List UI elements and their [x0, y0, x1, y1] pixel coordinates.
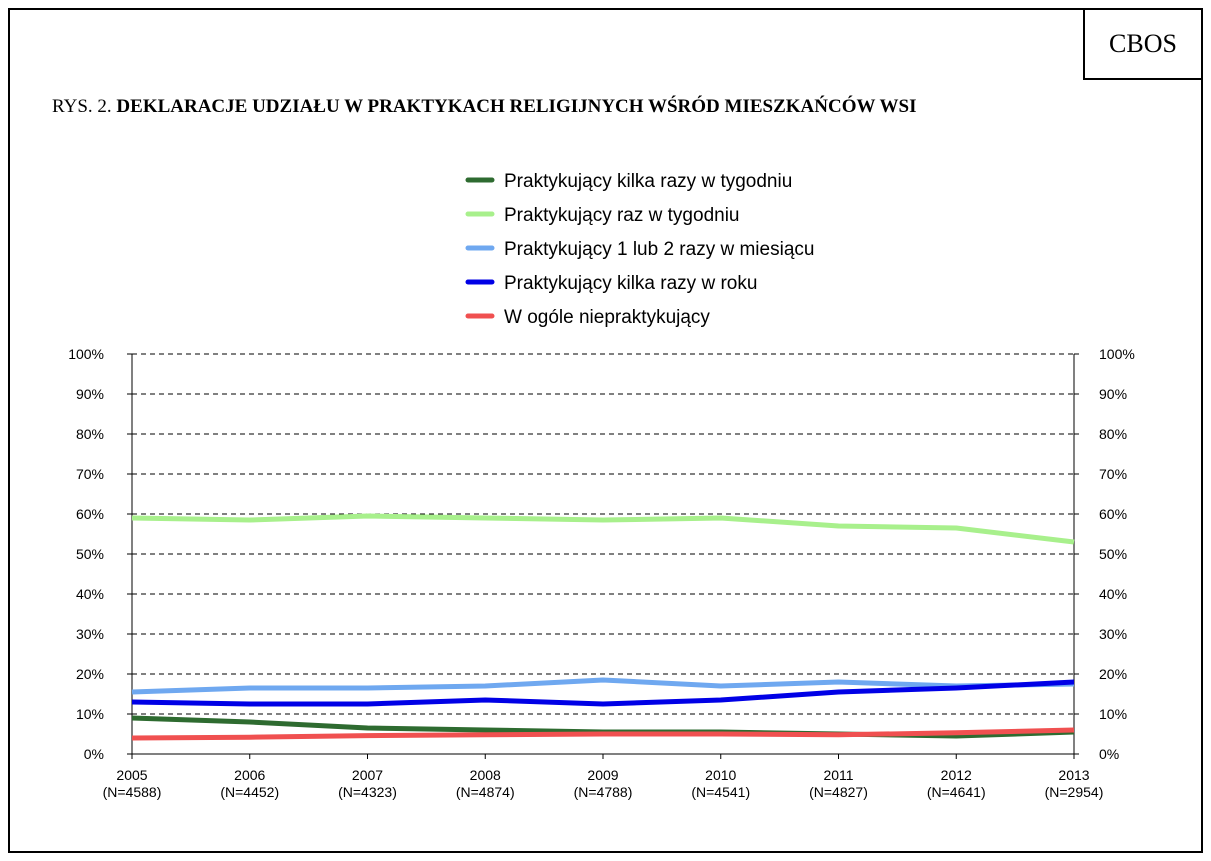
chart-frame: CBOS	[8, 8, 1203, 853]
legend-label-5: W ogóle niepraktykujący	[504, 307, 710, 328]
series-line-4	[131, 679, 1075, 707]
x-tick-label: 2007	[352, 767, 383, 783]
x-tick-labels: 2005(N=4588) 2006(N=4452) 2007(N=4323) 2008…	[103, 767, 1104, 800]
y-tick-labels: 0% 0% 10% 10% 20% 20% 30% 30% 40% 40% 50% 50% 60% 60%…	[68, 346, 1135, 762]
series-line-5	[131, 727, 1075, 741]
y-tick-label-left: 40%	[76, 586, 104, 602]
x-tick-label: 2005	[116, 767, 147, 783]
y-tick-label-left: 10%	[76, 706, 104, 722]
series-lines	[131, 513, 1075, 741]
legend-label-2: Praktykujący raz w tygodniu	[504, 205, 740, 226]
title-main: DEKLARACJE UDZIAŁU W PRAKTYKACH RELIGIJN…	[116, 96, 917, 117]
y-tick-label-right: 20%	[1099, 666, 1127, 682]
x-tick-sublabel: (N=4541)	[691, 784, 750, 800]
cbos-logo-box: CBOS	[1083, 8, 1203, 80]
chart-legend: Praktykujący kilka razy w tygodniu Prakty…	[465, 171, 814, 328]
y-tick-label-right: 100%	[1099, 346, 1135, 362]
y-tick-label-left: 100%	[68, 346, 104, 362]
y-tick-label-right: 0%	[1099, 746, 1119, 762]
legend-label-1: Praktykujący kilka razy w tygodniu	[504, 171, 792, 192]
chart-title: RYS. 2. DEKLARACJE UDZIAŁU W PRAKTYKACH …	[52, 96, 917, 118]
x-tick-label: 2010	[705, 767, 736, 783]
series-line-2	[131, 513, 1075, 545]
x-tick-label: 2008	[470, 767, 501, 783]
y-tick-label-right: 90%	[1099, 386, 1127, 402]
x-tick-label: 2013	[1058, 767, 1089, 783]
x-tick-sublabel: (N=4827)	[809, 784, 868, 800]
x-tick-sublabel: (N=4874)	[456, 784, 515, 800]
y-tick-label-left: 0%	[84, 746, 104, 762]
y-tick-label-left: 60%	[76, 506, 104, 522]
x-tick-sublabel: (N=4323)	[338, 784, 397, 800]
y-tick-label-left: 30%	[76, 626, 104, 642]
y-tick-label-left: 80%	[76, 426, 104, 442]
x-tick-label: 2009	[587, 767, 618, 783]
legend-label-3: Praktykujący 1 lub 2 razy w miesiącu	[504, 239, 814, 260]
y-tick-label-right: 70%	[1099, 466, 1127, 482]
y-tick-label-right: 40%	[1099, 586, 1127, 602]
y-tick-label-left: 50%	[76, 546, 104, 562]
y-tick-label-left: 20%	[76, 666, 104, 682]
x-tick-sublabel: (N=4452)	[220, 784, 279, 800]
y-tick-label-left: 70%	[76, 466, 104, 482]
series-line-3	[131, 677, 1075, 695]
x-tick-label: 2012	[941, 767, 972, 783]
x-tick-label: 2011	[823, 767, 853, 783]
chart-axes	[127, 353, 1079, 759]
y-tick-label-right: 60%	[1099, 506, 1127, 522]
x-tick-label: 2006	[234, 767, 265, 783]
y-tick-label-right: 80%	[1099, 426, 1127, 442]
x-tick-sublabel: (N=2954)	[1045, 784, 1104, 800]
y-tick-label-right: 50%	[1099, 546, 1127, 562]
grid-lines	[132, 353, 1074, 715]
x-tick-sublabel: (N=4641)	[927, 784, 986, 800]
y-tick-label-left: 90%	[76, 386, 104, 402]
title-prefix: RYS. 2.	[52, 96, 112, 117]
y-tick-label-right: 10%	[1099, 706, 1127, 722]
x-tick-sublabel: (N=4588)	[103, 784, 162, 800]
y-tick-label-right: 30%	[1099, 626, 1127, 642]
legend-label-4: Praktykujący kilka razy w roku	[504, 273, 757, 294]
x-tick-sublabel: (N=4788)	[574, 784, 633, 800]
